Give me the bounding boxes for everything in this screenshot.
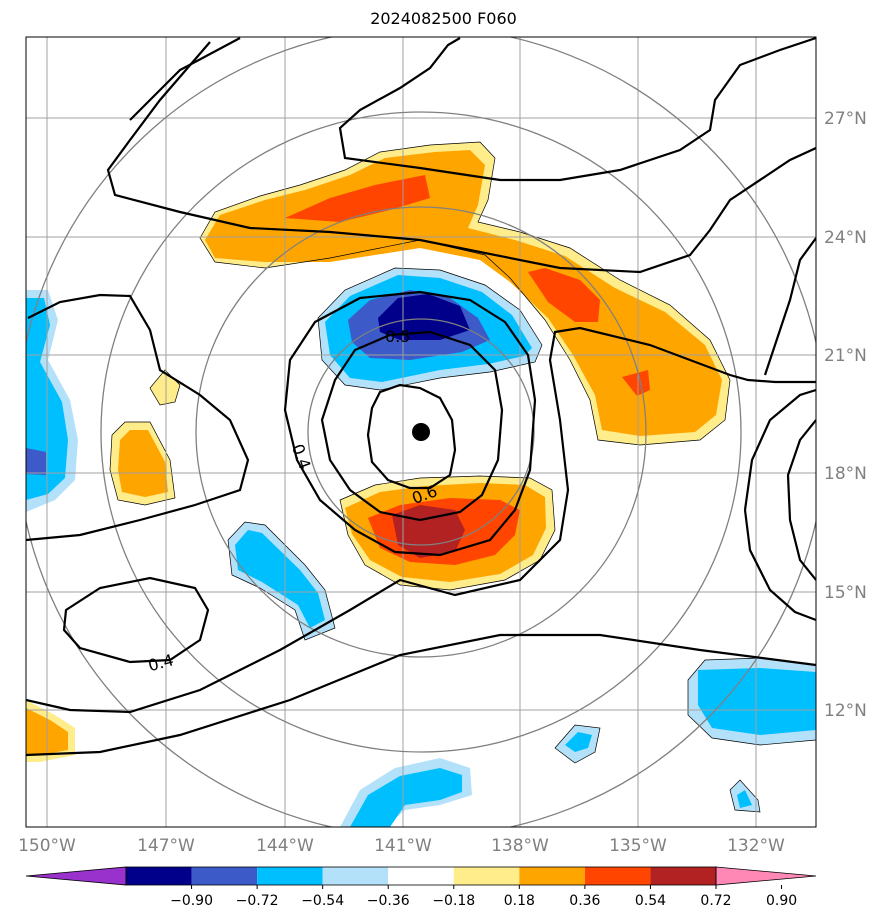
colorbar: −0.90 −0.72 −0.54 −0.36 −0.18 0.18 0.36 0.54 0.7… [25,866,817,909]
latitude-labels: 27°N 24°N 21°N 18°N 15°N 12°N [824,109,867,721]
contour-label: 0.5 [385,327,410,346]
contours [26,37,816,757]
colorbar-tick-label: 0.18 [504,893,535,909]
gridlines [26,37,816,827]
lat-label: 21°N [824,346,867,366]
longitude-labels: 150°W 147°W 144°W 141°W 138°W 135°W 132°… [18,836,785,856]
colorbar-segment [126,867,192,885]
colorbar-segment [388,867,454,885]
range-rings [26,37,816,827]
positive-shading [26,142,730,762]
lat-label: 15°N [824,583,867,603]
colorbar-segment [191,867,258,885]
colorbar-segment [257,867,323,885]
lon-label: 138°W [491,836,549,856]
lon-label: 135°W [609,836,667,856]
colorbar-tick-label: 0.54 [635,893,666,909]
colorbar-tick-label: −0.90 [170,893,213,909]
colorbar-tick-label: 0.90 [766,893,797,909]
lon-label: 147°W [137,836,195,856]
colorbar-tick-label: −0.18 [432,893,475,909]
lat-label: 27°N [824,109,867,129]
colorbar-tick-label: 0.36 [569,893,600,909]
storm-center-marker [412,423,430,441]
lat-label: 24°N [824,228,867,248]
colorbar-segment [519,867,585,885]
colorbar-segment [650,867,716,885]
lon-label: 150°W [18,836,76,856]
lon-label: 144°W [256,836,314,856]
map-title: 2024082500 F060 [370,9,517,28]
colorbar-frame [125,866,717,886]
colorbar-extend-high [715,866,817,886]
lon-label: 141°W [374,836,432,856]
colorbar-tick-label: −0.54 [301,893,344,909]
colorbar-tick-label: −0.36 [367,893,410,909]
map-frame [25,36,817,828]
colorbar-tick-label: −0.72 [236,893,279,909]
map-area: 0.4 0.5 0.6 0.4 [26,37,816,827]
colorbar-segment [453,867,520,885]
lon-label: 132°W [727,836,785,856]
colorbar-segment [322,867,389,885]
lat-label: 12°N [824,701,867,721]
colorbar-extend-low [25,866,127,886]
colorbar-segment [584,867,651,885]
colorbar-tick-label: 0.72 [700,893,731,909]
lat-label: 18°N [824,464,867,484]
